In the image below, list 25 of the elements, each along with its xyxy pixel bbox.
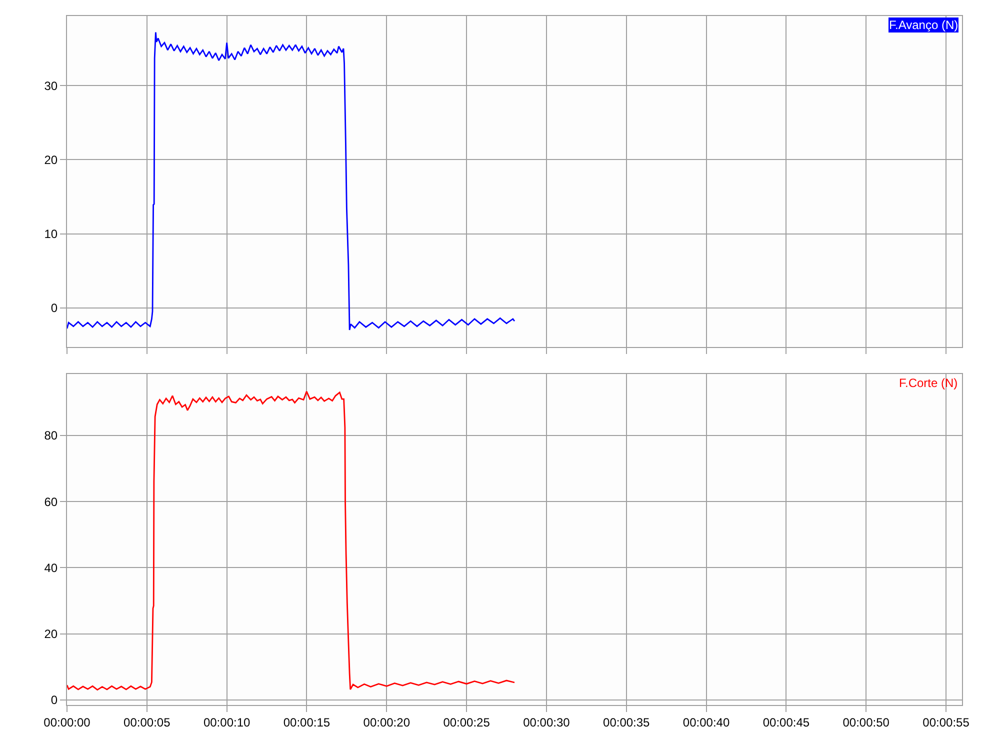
x-tick-label: 00:00:10 bbox=[203, 715, 250, 730]
y-tick-label: 60 bbox=[44, 494, 58, 509]
text: F.Corte (N) bbox=[899, 376, 958, 390]
y-tick-label: 80 bbox=[44, 428, 58, 443]
x-tick-label: 00:00:30 bbox=[523, 715, 570, 730]
x-tick-label: 00:00:05 bbox=[124, 715, 171, 730]
line-series bbox=[67, 390, 516, 690]
x-tick-label: 00:00:35 bbox=[603, 715, 650, 730]
y-tick-label: 0 bbox=[50, 693, 58, 708]
y-tick-label: 20 bbox=[44, 627, 58, 642]
x-tick-label: 00:00:45 bbox=[762, 715, 810, 730]
y-tick-label: 30 bbox=[44, 78, 58, 93]
x-tick-label: 00:00:55 bbox=[922, 715, 970, 730]
line-series bbox=[67, 32, 516, 331]
x-tick-label: 00:00:25 bbox=[443, 715, 490, 730]
y-tick-label: 40 bbox=[44, 560, 58, 575]
y-tick-label: 10 bbox=[44, 226, 58, 241]
x-tick-label: 00:00:50 bbox=[842, 715, 890, 730]
y-tick-label: 0 bbox=[50, 301, 58, 316]
y-tick-label: 20 bbox=[44, 152, 58, 167]
x-tick-label: 00:00:15 bbox=[283, 715, 330, 730]
x-tick-label: 00:00:40 bbox=[682, 715, 730, 730]
text: F.Avanço (N) bbox=[889, 18, 958, 32]
x-tick-label: 00:00:20 bbox=[363, 715, 410, 730]
x-tick-label: 00:00:00 bbox=[44, 715, 91, 730]
